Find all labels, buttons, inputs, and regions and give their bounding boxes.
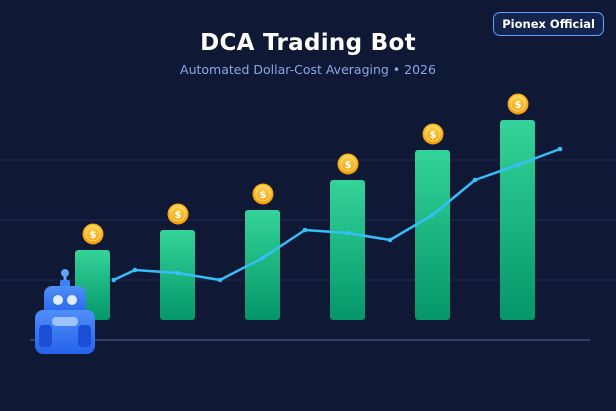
coin-icon: $ bbox=[252, 183, 274, 205]
line-point bbox=[515, 162, 520, 168]
line-point bbox=[430, 212, 435, 218]
robot-icon bbox=[35, 269, 95, 354]
line-point bbox=[387, 237, 393, 243]
line-series bbox=[111, 146, 563, 283]
brand-badge: Pionex Official bbox=[493, 12, 604, 36]
line-point bbox=[175, 270, 180, 276]
coin-label: $ bbox=[430, 130, 437, 141]
coin-label: $ bbox=[515, 100, 522, 111]
coin-label: $ bbox=[175, 210, 182, 221]
coin-icon: $ bbox=[167, 203, 189, 225]
chart-title: DCA Trading Bot bbox=[200, 30, 416, 56]
coin-icon: $ bbox=[337, 153, 359, 175]
line-point bbox=[557, 146, 563, 152]
coin-markers: $ $ $ $ $ $ bbox=[82, 93, 529, 245]
line-point bbox=[132, 267, 138, 273]
line-point bbox=[111, 277, 117, 283]
line-point bbox=[345, 230, 350, 236]
coin-icon: $ bbox=[82, 223, 104, 245]
coin-label: $ bbox=[90, 230, 97, 241]
bar bbox=[245, 210, 280, 320]
bar bbox=[415, 150, 450, 320]
line-point bbox=[217, 277, 223, 283]
coin-label: $ bbox=[345, 160, 352, 171]
series-line bbox=[113, 147, 561, 282]
coin-icon: $ bbox=[507, 93, 529, 115]
line-point bbox=[260, 255, 265, 261]
coin-label: $ bbox=[260, 190, 267, 201]
coin-icon: $ bbox=[422, 123, 444, 145]
line-point bbox=[472, 177, 478, 183]
bar-series bbox=[75, 120, 535, 320]
bar bbox=[500, 120, 535, 320]
chart-subtitle: Automated Dollar-Cost Averaging • 2026 bbox=[180, 62, 436, 77]
bar bbox=[330, 180, 365, 320]
line-point bbox=[302, 227, 308, 233]
